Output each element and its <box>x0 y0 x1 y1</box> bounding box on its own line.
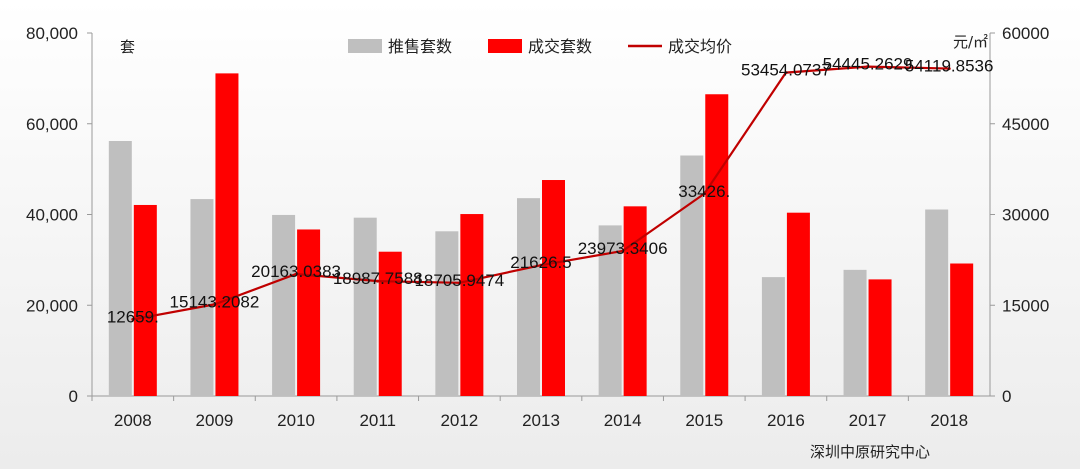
y-right-tick-label: 45000 <box>1002 115 1049 134</box>
data-labels-layer: 12659. 15143.2082 20163.038318987.75881870… <box>107 55 994 327</box>
y-right-unit: 元/㎡ <box>953 33 988 51</box>
bar-listed-units <box>925 209 949 396</box>
data-label-avg-price: 23973.3406 <box>578 239 668 258</box>
y-left-tick-label: 20,000 <box>26 296 78 315</box>
data-label-avg-price: 54445.2629 <box>823 55 913 74</box>
data-label-avg-price: 18705.9474 <box>414 271 504 290</box>
bars-layer <box>108 73 974 396</box>
y-left-tick-label: 0 <box>69 387 78 406</box>
legend: 推售套数 成交套数 成交均价 <box>348 37 732 56</box>
bar-listed-units <box>190 199 214 396</box>
bar-sold-units <box>786 212 810 396</box>
line-layer <box>131 65 951 321</box>
bar-sold-units <box>378 251 402 396</box>
x-tick-label: 2011 <box>359 411 396 430</box>
line-avg-price <box>132 65 950 321</box>
line-point <box>784 71 788 75</box>
bar-sold-units <box>623 206 647 396</box>
bar-sold-units <box>460 214 484 396</box>
source-note: 深圳中原研究中心 <box>810 443 930 461</box>
x-tick-label: 2010 <box>277 411 315 430</box>
bar-listed-units <box>843 269 867 396</box>
bar-sold-units <box>542 180 565 396</box>
y-right-tick-label: 15000 <box>1002 296 1049 315</box>
data-label-avg-price: 12659. <box>107 307 159 326</box>
bar-sold-units <box>868 279 892 396</box>
x-tick-label: 2015 <box>685 411 723 430</box>
bar-listed-units <box>598 225 622 396</box>
data-label-avg-price: 33426. <box>678 182 730 201</box>
legend-label: 推售套数 <box>388 37 452 56</box>
data-label-avg-price: 21626.5 <box>510 253 571 272</box>
x-tick-label: 2013 <box>522 411 560 430</box>
y-left-unit: 套 <box>120 38 135 56</box>
line-point <box>376 279 380 283</box>
x-tick-label: 2008 <box>114 411 152 430</box>
x-tick-label: 2018 <box>930 411 968 430</box>
x-tick-label: 2016 <box>767 411 805 430</box>
bar-listed-units <box>680 155 704 396</box>
bar-listed-units <box>353 217 377 396</box>
line-point <box>621 249 625 253</box>
bar-listed-units <box>761 277 785 396</box>
data-label-avg-price: 20163.0383 <box>251 262 341 281</box>
bar-listed-units <box>272 214 296 396</box>
x-tick-label: 2009 <box>196 411 234 430</box>
legend-label: 成交均价 <box>668 37 732 56</box>
line-point <box>947 67 951 71</box>
x-tick-label: 2014 <box>604 411 642 430</box>
x-tick-label: 2012 <box>440 411 478 430</box>
data-label-avg-price: 54119.8536 <box>905 57 994 76</box>
line-point <box>539 263 543 267</box>
bar-sold-units <box>705 94 729 396</box>
line-point <box>131 317 135 321</box>
legend-swatch <box>348 39 382 53</box>
line-point <box>866 65 870 69</box>
bar-sold-units <box>950 263 974 396</box>
bar-sold-units <box>297 229 321 396</box>
data-label-avg-price: 53454.0737 <box>741 61 831 80</box>
bar-listed-units <box>517 198 540 396</box>
legend-swatch <box>488 39 522 53</box>
bar-sold-units <box>133 204 157 396</box>
y-right-tick-label: 0 <box>1002 387 1011 406</box>
bar-listed-units <box>435 231 459 396</box>
line-point <box>212 302 216 306</box>
bar-listed-units <box>108 140 132 396</box>
bar-sold-units <box>215 73 239 396</box>
axes-layer: 0 20,000 40,000 60,000 80,000 0 15000 30000 4500… <box>26 24 1049 461</box>
y-left-tick-label: 40,000 <box>26 206 78 225</box>
line-point <box>457 281 461 285</box>
y-left-tick-label: 80,000 <box>26 24 78 43</box>
y-left-tick-label: 60,000 <box>26 115 78 134</box>
data-label-avg-price: 15143.2082 <box>170 292 260 311</box>
line-point <box>294 272 298 276</box>
line-point <box>702 192 706 196</box>
y-right-tick-label: 30000 <box>1002 206 1049 225</box>
data-label-avg-price: 18987.7588 <box>333 269 423 288</box>
y-right-tick-label: 60000 <box>1002 24 1049 43</box>
legend-label: 成交套数 <box>528 37 592 56</box>
x-tick-label: 2017 <box>849 411 887 430</box>
